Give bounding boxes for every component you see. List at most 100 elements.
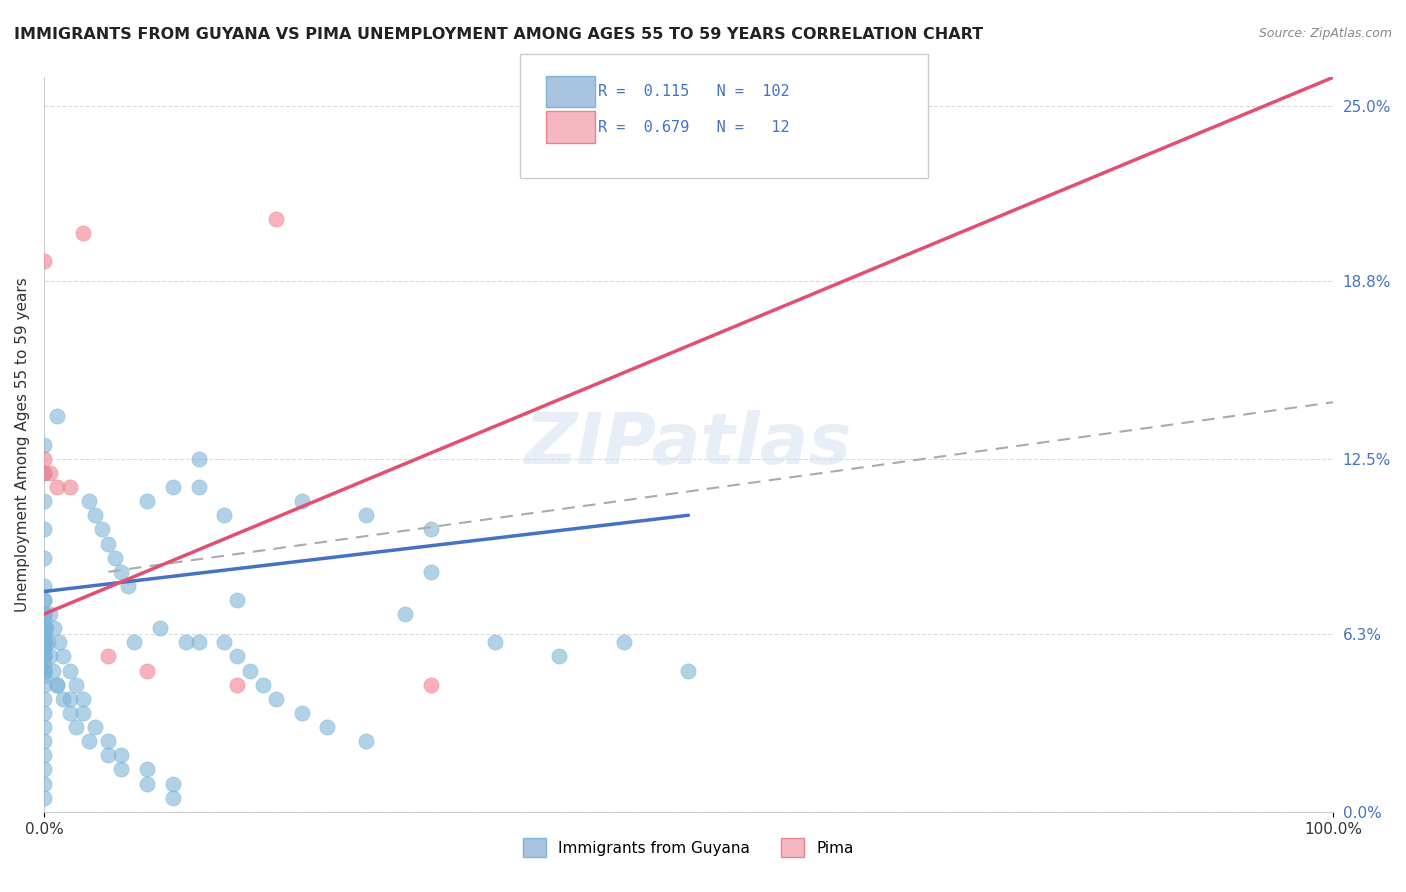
Point — [252, 678, 274, 692]
Legend: Immigrants from Guyana, Pima: Immigrants from Guyana, Pima — [517, 832, 859, 863]
Point — [39, 607, 62, 621]
Point — [162, 480, 184, 494]
Point — [136, 763, 159, 777]
Point — [110, 565, 132, 579]
Point — [32, 635, 55, 649]
Point — [32, 649, 55, 664]
Point — [32, 451, 55, 466]
Point — [419, 565, 441, 579]
Point — [59, 480, 82, 494]
Point — [84, 720, 107, 734]
Point — [149, 621, 172, 635]
Y-axis label: Unemployment Among Ages 55 to 59 years: Unemployment Among Ages 55 to 59 years — [15, 277, 30, 612]
Point — [32, 550, 55, 565]
Point — [32, 635, 55, 649]
Point — [136, 664, 159, 678]
Point — [32, 621, 55, 635]
Point — [97, 748, 120, 763]
Point — [44, 621, 66, 635]
Point — [239, 664, 262, 678]
Point — [291, 706, 314, 720]
Point — [613, 635, 636, 649]
Point — [32, 466, 55, 480]
Text: R =  0.679   N =   12: R = 0.679 N = 12 — [598, 120, 789, 135]
Point — [45, 409, 67, 424]
Point — [52, 691, 75, 706]
Point — [122, 635, 145, 649]
Point — [214, 508, 236, 523]
Point — [187, 451, 209, 466]
Text: Source: ZipAtlas.com: Source: ZipAtlas.com — [1258, 27, 1392, 40]
Point — [32, 748, 55, 763]
Point — [72, 706, 94, 720]
Point — [32, 669, 55, 683]
Point — [32, 621, 55, 635]
Point — [32, 691, 55, 706]
Point — [32, 522, 55, 536]
Point — [678, 664, 700, 678]
Point — [32, 593, 55, 607]
Point — [32, 630, 55, 644]
Point — [32, 593, 55, 607]
Point — [187, 635, 209, 649]
Point — [32, 607, 55, 621]
Point — [32, 466, 55, 480]
Point — [32, 621, 55, 635]
Point — [65, 720, 87, 734]
Point — [72, 226, 94, 240]
Point — [32, 664, 55, 678]
Point — [32, 630, 55, 644]
Point — [32, 635, 55, 649]
Point — [32, 763, 55, 777]
Point — [394, 607, 416, 621]
Point — [136, 494, 159, 508]
Point — [32, 649, 55, 664]
Point — [72, 691, 94, 706]
Point — [45, 678, 67, 692]
Point — [419, 522, 441, 536]
Point — [59, 706, 82, 720]
Point — [39, 649, 62, 664]
Point — [39, 466, 62, 480]
Point — [77, 734, 100, 748]
Point — [226, 593, 249, 607]
Point — [45, 480, 67, 494]
Point — [59, 664, 82, 678]
Point — [104, 550, 127, 565]
Point — [97, 536, 120, 550]
Point — [32, 607, 55, 621]
Point — [32, 613, 55, 627]
Point — [162, 776, 184, 790]
Point — [354, 734, 377, 748]
Point — [291, 494, 314, 508]
Point — [32, 657, 55, 672]
Point — [52, 649, 75, 664]
Point — [77, 494, 100, 508]
Point — [42, 664, 65, 678]
Point — [226, 678, 249, 692]
Point — [32, 437, 55, 451]
Text: ZIPatlas: ZIPatlas — [524, 410, 852, 479]
Point — [32, 734, 55, 748]
Point — [32, 664, 55, 678]
Point — [32, 776, 55, 790]
Point — [84, 508, 107, 523]
Point — [162, 790, 184, 805]
Point — [548, 649, 571, 664]
Point — [264, 691, 287, 706]
Point — [226, 649, 249, 664]
Point — [32, 627, 55, 641]
Point — [32, 678, 55, 692]
Point — [59, 691, 82, 706]
Point — [419, 678, 441, 692]
Point — [97, 734, 120, 748]
Point — [32, 664, 55, 678]
Point — [32, 640, 55, 655]
Point — [136, 776, 159, 790]
Point — [174, 635, 197, 649]
Point — [32, 720, 55, 734]
Point — [32, 706, 55, 720]
Point — [32, 649, 55, 664]
Point — [484, 635, 506, 649]
Point — [110, 748, 132, 763]
